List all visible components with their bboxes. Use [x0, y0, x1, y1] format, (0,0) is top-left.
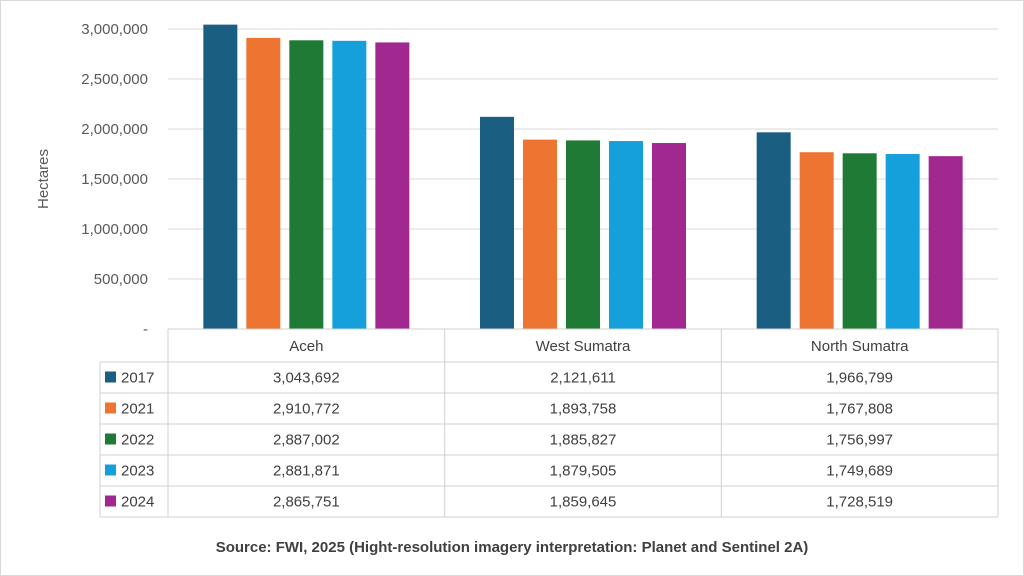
bar-2017-north-sumatra	[756, 132, 791, 329]
table-cell-value: 1,749,689	[826, 463, 893, 480]
bar-2021-aceh	[246, 37, 281, 330]
legend-label: 2023	[121, 463, 154, 480]
bar-2024-west-sumatra	[652, 143, 686, 329]
legend-label: 2017	[121, 370, 154, 387]
category-label: West Sumatra	[536, 338, 631, 355]
bar-2023-west-sumatra	[609, 141, 643, 329]
legend-label: 2021	[121, 401, 154, 418]
category-label: Aceh	[289, 338, 323, 355]
bar-2017-aceh	[203, 24, 238, 330]
legend-label: 2022	[121, 432, 154, 449]
legend-key-2023	[105, 464, 116, 476]
table-cell-value: 2,865,751	[273, 494, 340, 511]
y-tick-label: 1,000,000	[81, 221, 148, 238]
bar-2024-north-sumatra	[928, 156, 963, 329]
bar-2023-north-sumatra	[885, 154, 920, 329]
y-tick-label: 500,000	[94, 271, 148, 288]
bar-2021-north-sumatra	[799, 152, 834, 329]
bar-2021-west-sumatra	[523, 139, 557, 329]
bar-2023-aceh	[332, 40, 367, 330]
table-cell-value: 2,910,772	[273, 401, 340, 418]
y-tick-label: 2,500,000	[81, 71, 148, 88]
legend-key-2024	[105, 495, 116, 507]
table-cell-value: 2,881,871	[273, 463, 340, 480]
table-cell-value: 1,756,997	[826, 432, 893, 449]
table-cell-value: 1,893,758	[550, 401, 617, 418]
y-tick-label: 3,000,000	[81, 21, 148, 38]
legend-key-2022	[105, 433, 116, 445]
legend-key-2021	[105, 402, 116, 414]
bar-2024-aceh	[375, 42, 410, 330]
table-cell-value: 1,966,799	[826, 370, 893, 387]
bar-2022-west-sumatra	[566, 140, 600, 329]
y-tick-label: 2,000,000	[81, 121, 148, 138]
table-cell-value: 1,767,808	[826, 401, 893, 418]
category-label: North Sumatra	[811, 338, 909, 355]
table-cell-value: 1,728,519	[826, 494, 893, 511]
y-tick-label: 1,500,000	[81, 171, 148, 188]
table-cell-value: 3,043,692	[273, 370, 340, 387]
table-cell-value: 2,121,611	[550, 370, 616, 387]
table-cell-value: 1,885,827	[550, 432, 617, 449]
y-tick-label: -	[143, 321, 148, 338]
bar-2022-north-sumatra	[842, 153, 877, 329]
legend-key-2017	[105, 371, 116, 383]
legend-label: 2024	[121, 494, 154, 511]
table-cell-value: 2,887,002	[273, 432, 340, 449]
table-cell-value: 1,859,645	[550, 494, 617, 511]
table-cell-value: 1,879,505	[550, 463, 617, 480]
y-axis-title: Hectares	[35, 149, 52, 209]
bar-2017-west-sumatra	[480, 116, 514, 329]
bar-2022-aceh	[289, 40, 324, 329]
source-note: Source: FWI, 2025 (Hight-resolution imag…	[215, 539, 809, 556]
